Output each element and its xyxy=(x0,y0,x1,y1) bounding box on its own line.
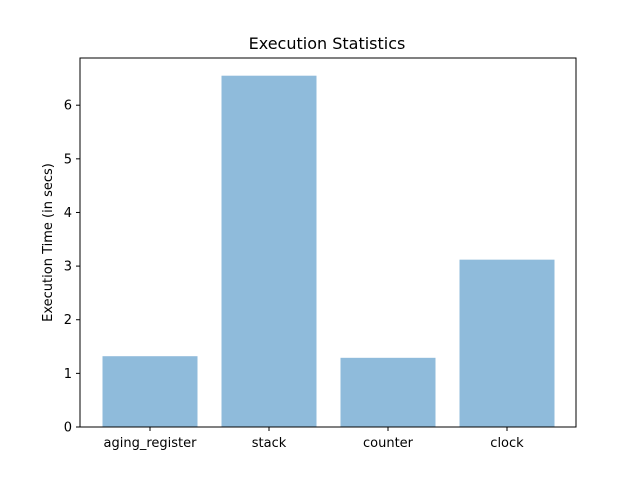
y-tick-label: 2 xyxy=(64,313,72,328)
y-tick-label: 5 xyxy=(64,152,72,167)
bar-clock xyxy=(459,259,555,427)
y-tick-label: 1 xyxy=(64,367,72,382)
y-axis-label: Execution Time (in secs) xyxy=(41,163,56,322)
x-tick-label: stack xyxy=(252,436,287,451)
x-tick-label: counter xyxy=(363,436,414,451)
x-tick-label: aging_register xyxy=(104,436,198,451)
bars-group xyxy=(102,75,555,427)
chart-title: Execution Statistics xyxy=(249,34,406,53)
x-axis: aging_register stack counter clock xyxy=(104,427,524,451)
bar-counter xyxy=(340,357,436,427)
y-tick-label: 4 xyxy=(64,206,72,221)
y-tick-label: 6 xyxy=(64,99,72,114)
bar-aging_register xyxy=(102,356,198,427)
y-tick-label: 3 xyxy=(64,260,72,275)
y-axis: 0 1 2 3 4 5 6 xyxy=(64,99,80,436)
x-tick-label: clock xyxy=(490,436,524,451)
bar-stack xyxy=(221,75,317,427)
y-tick-label: 0 xyxy=(64,421,72,436)
plot-frame xyxy=(79,57,577,428)
